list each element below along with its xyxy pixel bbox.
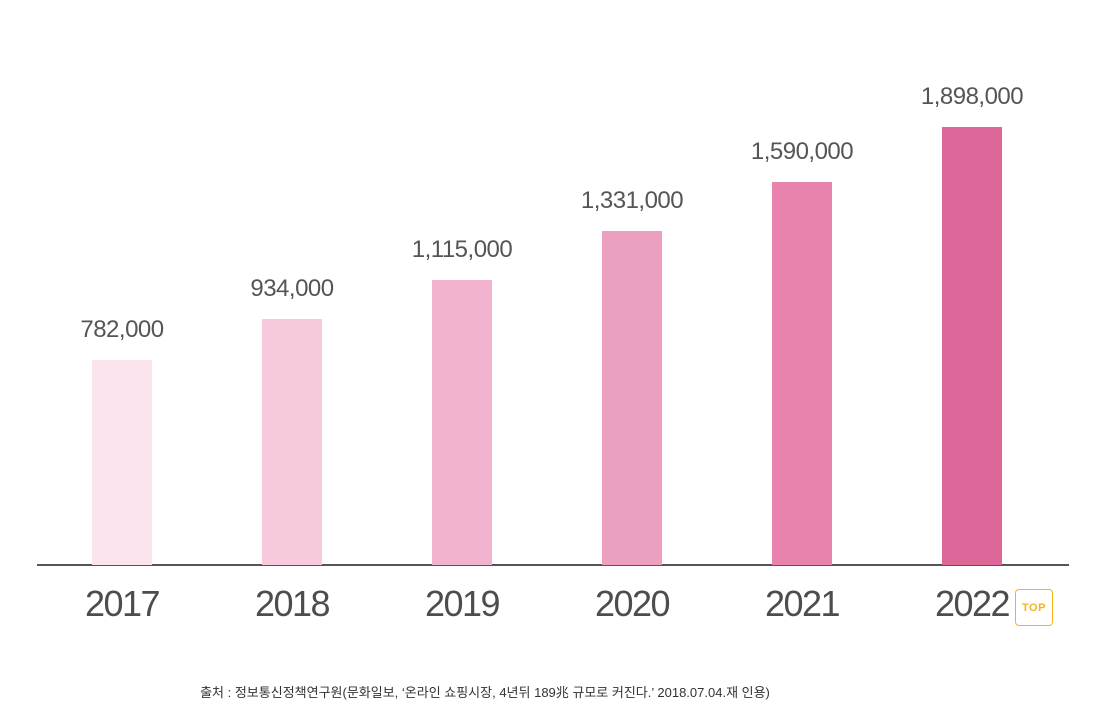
bar-value-label: 1,331,000: [580, 187, 684, 214]
x-axis-label: 2019: [424, 583, 501, 624]
x-axis-label: 2020: [594, 583, 671, 624]
bar-2022: [942, 127, 1002, 565]
x-axis-label: 2021: [764, 583, 841, 624]
bar-2017: [92, 360, 152, 565]
bar-2018: [262, 319, 322, 565]
source-citation: 출처 : 정보통신정책연구원(문화일보, ‘온라인 쇼핑시장, 4년뒤 189兆…: [200, 685, 770, 700]
bar-value-label: 934,000: [250, 275, 334, 302]
bar-value-label: 782,000: [80, 316, 164, 343]
bar-2019: [432, 280, 492, 565]
x-axis-label: 2018: [254, 583, 331, 624]
bar-value-label: 1,590,000: [750, 138, 854, 165]
bar-2021: [772, 182, 832, 565]
bar-value-label: 1,115,000: [411, 236, 513, 263]
x-axis-label: 2022: [934, 583, 1011, 624]
bar-chart: 782,000 2017 934,000 2018 1,115,000 2019 1,331…: [37, 83, 1069, 626]
top-button[interactable]: TOP: [1015, 589, 1053, 626]
x-axis-line: [37, 564, 1069, 566]
bar-value-label: 1,898,000: [920, 83, 1024, 110]
bar-2020: [602, 231, 662, 565]
x-axis-label: 2017: [84, 583, 161, 624]
